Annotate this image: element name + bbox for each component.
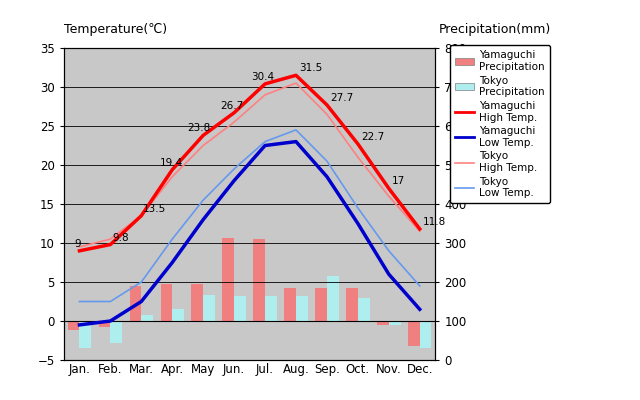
Yamaguchi
High Temp. [138, 213, 145, 218]
Bar [253, 239, 265, 321]
Bar [296, 296, 308, 321]
Yamaguchi
High Temp. [168, 167, 176, 172]
Bar [172, 309, 184, 321]
Tokyo
High Temp. [200, 143, 207, 148]
Bar [284, 288, 296, 321]
Yamaguchi
High Temp. [354, 142, 362, 146]
Text: 9: 9 [75, 239, 81, 249]
Yamaguchi
Low Temp. [138, 299, 145, 304]
Yamaguchi
Low Temp. [230, 178, 238, 183]
Bar [358, 298, 370, 321]
Tokyo
Low Temp. [76, 299, 83, 304]
Bar [377, 321, 388, 325]
Bar [161, 284, 172, 321]
Bar [110, 321, 122, 343]
Yamaguchi
Low Temp. [200, 217, 207, 222]
Bar [327, 276, 339, 321]
Bar [388, 321, 401, 325]
Yamaguchi
Low Temp. [76, 322, 83, 327]
Text: 27.7: 27.7 [330, 93, 353, 103]
Tokyo
Low Temp. [200, 198, 207, 202]
Tokyo
High Temp. [323, 112, 331, 117]
Yamaguchi
High Temp. [292, 73, 300, 78]
Bar [79, 321, 92, 348]
Bar [129, 286, 141, 321]
Yamaguchi
High Temp. [106, 242, 114, 247]
Text: 9.8: 9.8 [112, 233, 129, 243]
Tokyo
High Temp. [76, 244, 83, 249]
Yamaguchi
High Temp. [261, 82, 269, 86]
Line: Tokyo
High Temp.: Tokyo High Temp. [79, 83, 420, 247]
Text: 11.8: 11.8 [423, 217, 446, 227]
Line: Yamaguchi
High Temp.: Yamaguchi High Temp. [79, 75, 420, 251]
Bar [222, 238, 234, 321]
Bar [99, 321, 110, 327]
Yamaguchi
Low Temp. [385, 272, 392, 277]
Tokyo
High Temp. [106, 237, 114, 242]
Yamaguchi
High Temp. [76, 248, 83, 253]
Tokyo
High Temp. [138, 213, 145, 218]
Yamaguchi
High Temp. [323, 102, 331, 107]
Yamaguchi
High Temp. [230, 110, 238, 115]
Tokyo
Low Temp. [138, 280, 145, 284]
Text: Precipitation(mm): Precipitation(mm) [438, 23, 550, 36]
Tokyo
Low Temp. [416, 284, 424, 288]
Bar [346, 288, 358, 321]
Yamaguchi
High Temp. [416, 226, 424, 231]
Text: 23.8: 23.8 [188, 124, 211, 134]
Tokyo
High Temp. [416, 229, 424, 234]
Yamaguchi
High Temp. [200, 133, 207, 138]
Tokyo
Low Temp. [168, 237, 176, 242]
Text: 13.5: 13.5 [143, 204, 166, 214]
Line: Tokyo
Low Temp.: Tokyo Low Temp. [79, 130, 420, 302]
Yamaguchi
High Temp. [385, 186, 392, 191]
Tokyo
High Temp. [385, 194, 392, 198]
Yamaguchi
Low Temp. [168, 260, 176, 265]
Bar [204, 295, 215, 321]
Text: 26.7: 26.7 [220, 101, 243, 111]
Text: 31.5: 31.5 [299, 63, 323, 73]
Tokyo
High Temp. [168, 174, 176, 179]
Text: 17: 17 [392, 176, 405, 186]
Yamaguchi
Low Temp. [416, 307, 424, 312]
Bar [234, 296, 246, 321]
Bar [68, 321, 79, 330]
Text: Temperature(℃): Temperature(℃) [64, 23, 167, 36]
Bar [315, 288, 327, 321]
Yamaguchi
Low Temp. [323, 174, 331, 179]
Bar [408, 321, 420, 346]
Yamaguchi
Low Temp. [261, 143, 269, 148]
Bar [141, 315, 153, 321]
Tokyo
High Temp. [354, 155, 362, 160]
Tokyo
High Temp. [230, 120, 238, 124]
Tokyo
Low Temp. [230, 166, 238, 171]
Bar [265, 296, 277, 321]
Tokyo
Low Temp. [106, 299, 114, 304]
Yamaguchi
Low Temp. [354, 221, 362, 226]
Text: 22.7: 22.7 [361, 132, 384, 142]
Tokyo
Low Temp. [354, 206, 362, 210]
Yamaguchi
Low Temp. [292, 139, 300, 144]
Tokyo
Low Temp. [323, 159, 331, 164]
Tokyo
High Temp. [292, 81, 300, 86]
Tokyo
Low Temp. [292, 128, 300, 132]
Tokyo
Low Temp. [385, 248, 392, 253]
Yamaguchi
Low Temp. [106, 318, 114, 323]
Text: 30.4: 30.4 [251, 72, 275, 82]
Tokyo
High Temp. [261, 92, 269, 97]
Legend: Yamaguchi
Precipitation, Tokyo
Precipitation, Yamaguchi
High Temp., Yamaguchi
Lo: Yamaguchi Precipitation, Tokyo Precipita… [450, 45, 550, 204]
Bar [420, 321, 431, 348]
Text: 19.4: 19.4 [160, 158, 183, 168]
Line: Yamaguchi
Low Temp.: Yamaguchi Low Temp. [79, 142, 420, 325]
Bar [191, 284, 203, 321]
Tokyo
Low Temp. [261, 139, 269, 144]
